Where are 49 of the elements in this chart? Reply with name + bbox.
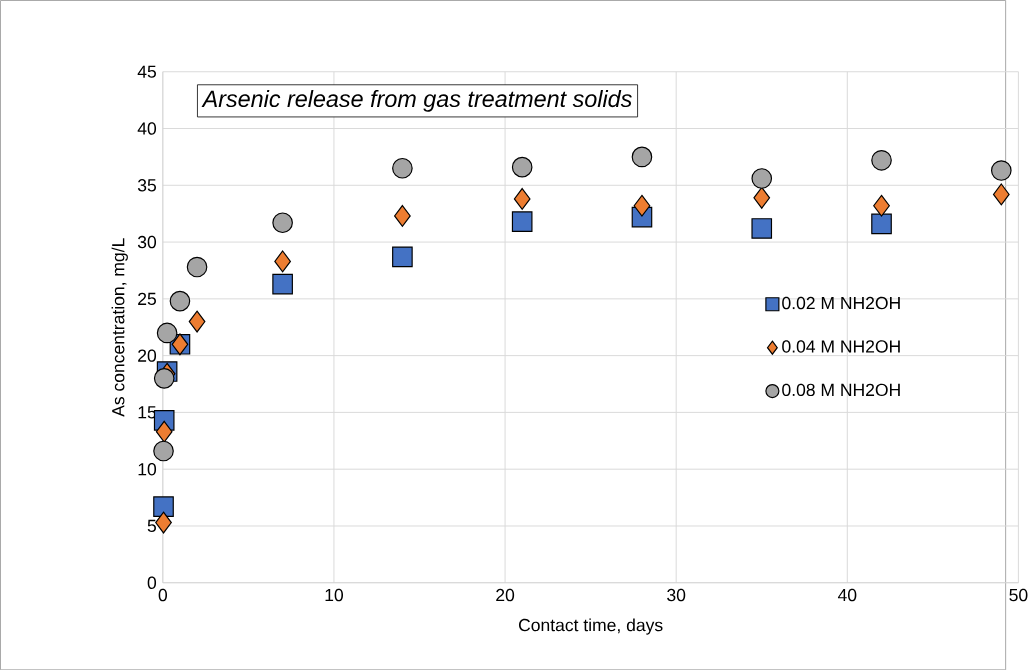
point [155,420,173,443]
x-tick-label: 50 [1009,588,1028,602]
legend-label: 0.02 M NH2OH [782,296,900,310]
x-tick-label: 0 [158,588,168,602]
point [513,187,531,210]
y-axis-title: As concentration, mg/L [111,238,128,417]
point [392,246,413,268]
point [753,186,771,209]
point [394,204,411,227]
point [186,256,208,278]
point [633,194,651,217]
point [871,149,892,171]
y-tick-label: 30 [137,235,157,249]
x-tick-label: 10 [325,588,344,602]
point [751,217,773,239]
y-tick-label: 0 [147,576,157,589]
y-tick-label: 40 [137,122,157,135]
point [169,290,191,312]
point [873,194,890,217]
point [992,183,1010,206]
point [511,211,533,232]
point [871,213,892,235]
text: Arsenic release from gas treatment solids [201,89,632,112]
point [631,146,653,168]
point [188,310,206,333]
y-tick-label: 25 [138,292,157,305]
point [156,322,178,344]
point [274,250,291,273]
legend-label: 0.08 M NH2OH [782,383,900,396]
point [153,496,174,517]
legend-label: 0.04 M NH2OH [782,340,900,353]
point [392,157,413,179]
point [511,156,533,178]
point [153,367,175,389]
point [751,168,773,189]
x-tick-label: 30 [667,588,686,602]
point [990,160,1012,181]
y-tick-label: 45 [137,65,157,78]
point [155,511,172,534]
y-tick-label: 20 [138,349,157,362]
y-tick-label: 5 [147,519,157,532]
point [272,273,293,295]
y-tick-label: 10 [138,462,157,476]
y-tick-label: 35 [137,178,157,192]
x-tick-label: 40 [837,588,857,602]
point [272,212,293,233]
x-axis-title: Contact time, days [518,618,663,635]
x-tick-label: 20 [496,588,515,602]
point [153,440,174,462]
